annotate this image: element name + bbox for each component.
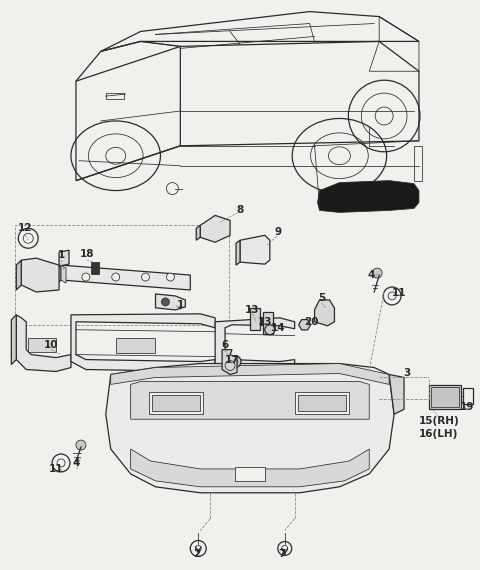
Bar [15,225,229,325]
Circle shape [142,273,150,281]
Text: 13: 13 [245,305,259,315]
Polygon shape [215,318,295,376]
Bar [431,388,459,408]
Polygon shape [61,265,66,283]
Bar [116,337,156,353]
Polygon shape [318,181,419,213]
Text: 18: 18 [80,249,94,259]
Bar [250,308,260,329]
Text: 19: 19 [459,402,474,412]
Polygon shape [16,260,21,290]
Text: 14: 14 [270,323,285,333]
Text: 4: 4 [368,270,375,280]
Text: 15(RH): 15(RH) [419,416,459,426]
Circle shape [112,273,120,281]
Text: 13: 13 [258,317,272,327]
Polygon shape [111,364,389,384]
Bar [298,396,347,412]
Polygon shape [222,349,237,374]
Polygon shape [59,250,69,266]
Text: 1: 1 [177,300,184,310]
Bar [148,392,203,414]
Text: 6: 6 [221,340,228,349]
Polygon shape [240,235,270,264]
Text: 9: 9 [274,227,281,237]
Text: 20: 20 [304,317,319,327]
Bar [414,146,422,181]
Polygon shape [21,258,59,292]
Bar [106,93,124,99]
Bar [295,392,349,414]
Bar [28,337,56,352]
Circle shape [161,298,169,306]
Bar [152,396,200,412]
Text: 1: 1 [58,250,65,260]
Bar [263,312,273,333]
Polygon shape [131,449,369,487]
Polygon shape [196,225,200,241]
Polygon shape [61,265,190,290]
Polygon shape [314,300,335,326]
Polygon shape [156,294,185,310]
Circle shape [229,356,241,368]
Text: 10: 10 [44,340,59,349]
Polygon shape [106,364,394,493]
Circle shape [167,273,174,281]
Text: 17: 17 [225,355,240,365]
Text: 4: 4 [72,458,80,468]
Polygon shape [389,374,404,414]
Polygon shape [71,314,215,372]
Polygon shape [299,320,311,330]
Text: 7: 7 [278,549,286,559]
Polygon shape [16,315,71,372]
Polygon shape [56,265,61,285]
Text: 8: 8 [236,205,244,215]
Polygon shape [236,241,240,265]
Polygon shape [195,374,210,394]
Polygon shape [131,381,369,419]
Circle shape [372,268,382,278]
Text: 3: 3 [403,368,411,378]
Text: 11: 11 [392,288,407,298]
Bar [463,388,473,404]
Text: 11: 11 [49,464,63,474]
Text: 5: 5 [318,293,325,303]
Circle shape [82,273,90,281]
Bar [429,385,461,409]
Bar [91,262,99,274]
Text: 12: 12 [18,223,33,233]
Polygon shape [200,215,230,242]
Text: 2: 2 [192,549,200,559]
Text: 16(LH): 16(LH) [419,429,458,439]
Circle shape [76,440,86,450]
Bar [235,467,265,481]
Polygon shape [12,315,16,365]
Circle shape [265,325,275,335]
